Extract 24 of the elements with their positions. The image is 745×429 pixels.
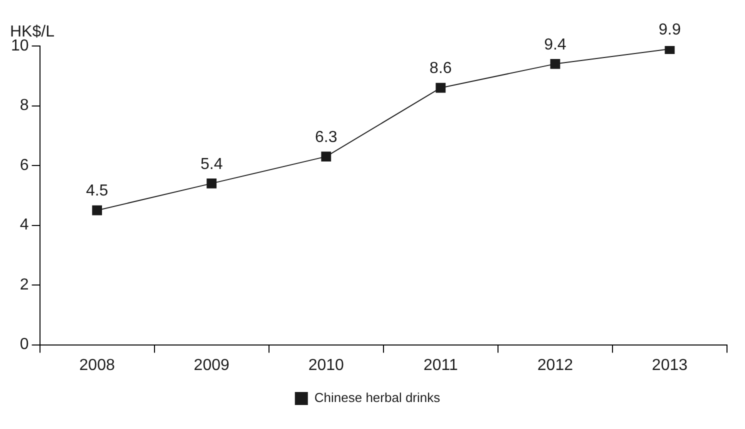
data-label: 4.5 [86,182,108,200]
data-label: 8.6 [430,60,452,78]
y-tick-label: 2 [20,276,29,294]
data-label: 9.9 [658,21,681,38]
x-tick-label: 2013 [652,356,688,374]
y-tick-label: 8 [20,97,29,114]
data-label: 5.4 [200,156,223,173]
point [92,205,102,216]
x-tick-label: 2009 [194,356,230,374]
x-tick-label: 2011 [423,356,458,374]
point [436,82,446,93]
point [550,58,560,69]
y-tick-label: 4 [20,216,29,234]
point [321,152,332,162]
x-tick-label: 2010 [308,356,344,374]
point [664,46,675,54]
point [206,178,217,188]
x-tick-label: 2012 [537,356,574,374]
y-tick-label: 6 [20,156,29,174]
x-tick-label: 2008 [79,356,115,374]
legend-label: Chinese herbal drinks [314,390,441,406]
data-label: 6.3 [315,128,338,146]
data-label: 9.4 [544,36,566,54]
y-tick-label: 0 [20,336,29,354]
